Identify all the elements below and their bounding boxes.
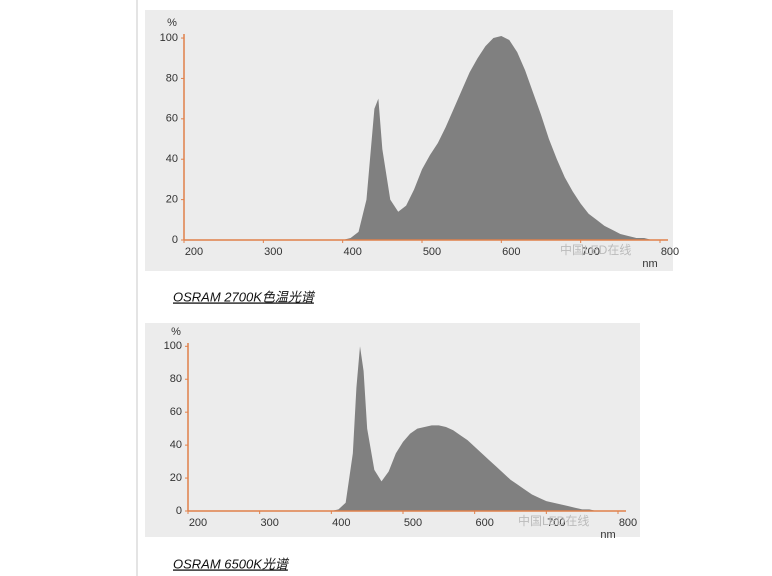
- x-tick-label: 200: [185, 246, 203, 258]
- y-tick-label: 20: [166, 194, 178, 206]
- y-tick-label: 100: [164, 340, 182, 352]
- x-tick-label: 700: [581, 246, 599, 258]
- x-tick-label: 400: [343, 246, 361, 258]
- y-tick-label: 40: [170, 439, 182, 451]
- y-tick-label: 20: [170, 472, 182, 484]
- x-tick-label: 300: [264, 246, 282, 258]
- x-tick-label: 400: [332, 517, 350, 529]
- x-axis-label: nm: [642, 258, 657, 270]
- x-tick-label: 800: [661, 246, 679, 258]
- y-tick-label: 60: [166, 113, 178, 125]
- x-tick-label: 500: [404, 517, 422, 529]
- x-tick-label: 300: [260, 517, 278, 529]
- watermark: 中国LED在线: [560, 242, 631, 257]
- x-tick-label: 700: [547, 517, 565, 529]
- x-tick-label: 200: [189, 517, 207, 529]
- y-tick-label: 80: [166, 72, 178, 84]
- y-tick-label: 100: [160, 32, 178, 44]
- y-axis-label: %: [171, 326, 181, 338]
- caption: OSRAM 2700K色温光谱: [173, 289, 316, 304]
- y-tick-label: 0: [176, 505, 182, 517]
- x-axis-label: nm: [600, 529, 615, 541]
- x-tick-label: 600: [475, 517, 493, 529]
- x-tick-label: 500: [423, 246, 441, 258]
- y-tick-label: 60: [170, 406, 182, 418]
- y-tick-label: 0: [172, 234, 178, 246]
- spectrum-area: [184, 36, 660, 240]
- x-tick-label: 800: [619, 517, 637, 529]
- y-tick-label: 40: [166, 153, 178, 165]
- x-tick-label: 600: [502, 246, 520, 258]
- y-axis-label: %: [167, 17, 177, 29]
- spectrum-area: [188, 346, 618, 511]
- watermark: 中国LED在线: [518, 513, 589, 528]
- y-tick-label: 80: [170, 373, 182, 385]
- caption: OSRAM 6500K光谱: [173, 556, 290, 571]
